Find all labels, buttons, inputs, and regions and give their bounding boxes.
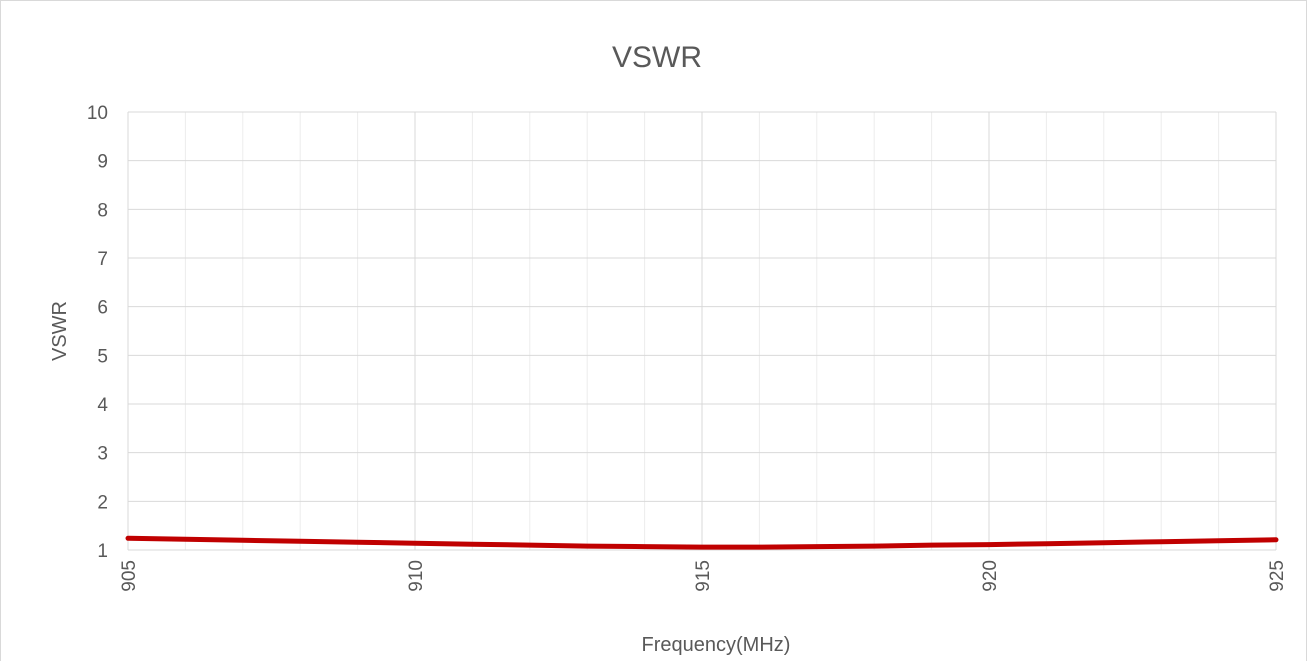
- y-axis-tick-labels: 1 2 3 4 5 6 7 8 9 10: [87, 103, 109, 562]
- y-tick-label: 9: [97, 152, 108, 173]
- minor-gridlines: [184, 112, 1220, 550]
- major-gridlines: [127, 111, 1277, 551]
- chart-title: VSWR: [612, 41, 702, 74]
- vswr-series-line: [125, 535, 1279, 550]
- x-axis-tick-labels: 905 910 915 920 925: [119, 560, 1288, 592]
- x-tick-label: 920: [980, 560, 1001, 592]
- x-tick-label: 925: [1267, 560, 1288, 592]
- y-tick-label: 5: [97, 346, 108, 367]
- x-axis-title: Frequency(MHz): [642, 634, 791, 656]
- x-tick-label: 910: [406, 560, 427, 592]
- y-tick-label: 2: [97, 492, 108, 513]
- y-tick-label: 3: [97, 444, 108, 465]
- y-tick-label: 6: [97, 298, 108, 319]
- x-tick-label: 905: [119, 560, 140, 592]
- x-tick-label: 915: [693, 560, 714, 592]
- y-tick-label: 8: [97, 200, 108, 221]
- y-tick-label: 4: [97, 395, 108, 416]
- series-layer: [125, 535, 1279, 550]
- y-axis-title: VSWR: [49, 301, 71, 361]
- y-tick-label: 7: [97, 249, 108, 270]
- y-tick-label: 1: [97, 541, 108, 562]
- y-tick-label: 10: [87, 103, 108, 124]
